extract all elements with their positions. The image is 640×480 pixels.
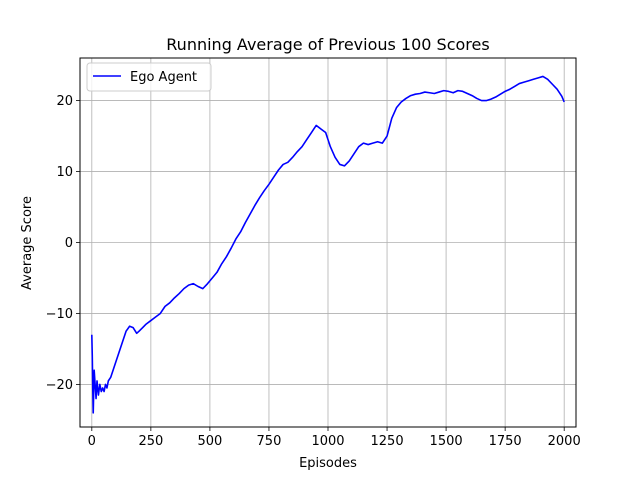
series-line-ego-agent: [91, 75, 565, 414]
x-tick-label: 2000: [548, 434, 581, 449]
series-layer: [91, 75, 565, 414]
chart-title: Running Average of Previous 100 Scores: [166, 35, 489, 54]
x-tick-label: 1500: [430, 434, 463, 449]
x-tick-label: 1750: [489, 434, 522, 449]
x-tick-label: 750: [257, 434, 282, 449]
x-tick-label: 1250: [371, 434, 404, 449]
x-tick-label: 500: [197, 434, 222, 449]
legend-label-ego-agent: Ego Agent: [130, 70, 197, 85]
x-tick-label: 1000: [311, 434, 344, 449]
y-tick-label: −10: [46, 307, 73, 322]
y-tick-label: 10: [56, 165, 73, 180]
y-axis-ticks: −20 −10 0 10 20: [46, 94, 80, 393]
legend-box: [86, 62, 212, 92]
x-tick-label: 250: [138, 434, 163, 449]
y-axis-label: Average Score: [20, 196, 35, 290]
y-tick-label: 0: [65, 236, 73, 251]
x-tick-label: 0: [88, 434, 96, 449]
x-axis-ticks: 0 250 500 750 1000 1250 1500 1750 2000: [88, 427, 581, 449]
legend: Ego Agent: [86, 62, 212, 92]
grid-lines: [80, 58, 576, 427]
y-tick-label: −20: [46, 378, 73, 393]
y-tick-label: 20: [56, 94, 73, 109]
x-axis-label: Episodes: [299, 456, 357, 471]
